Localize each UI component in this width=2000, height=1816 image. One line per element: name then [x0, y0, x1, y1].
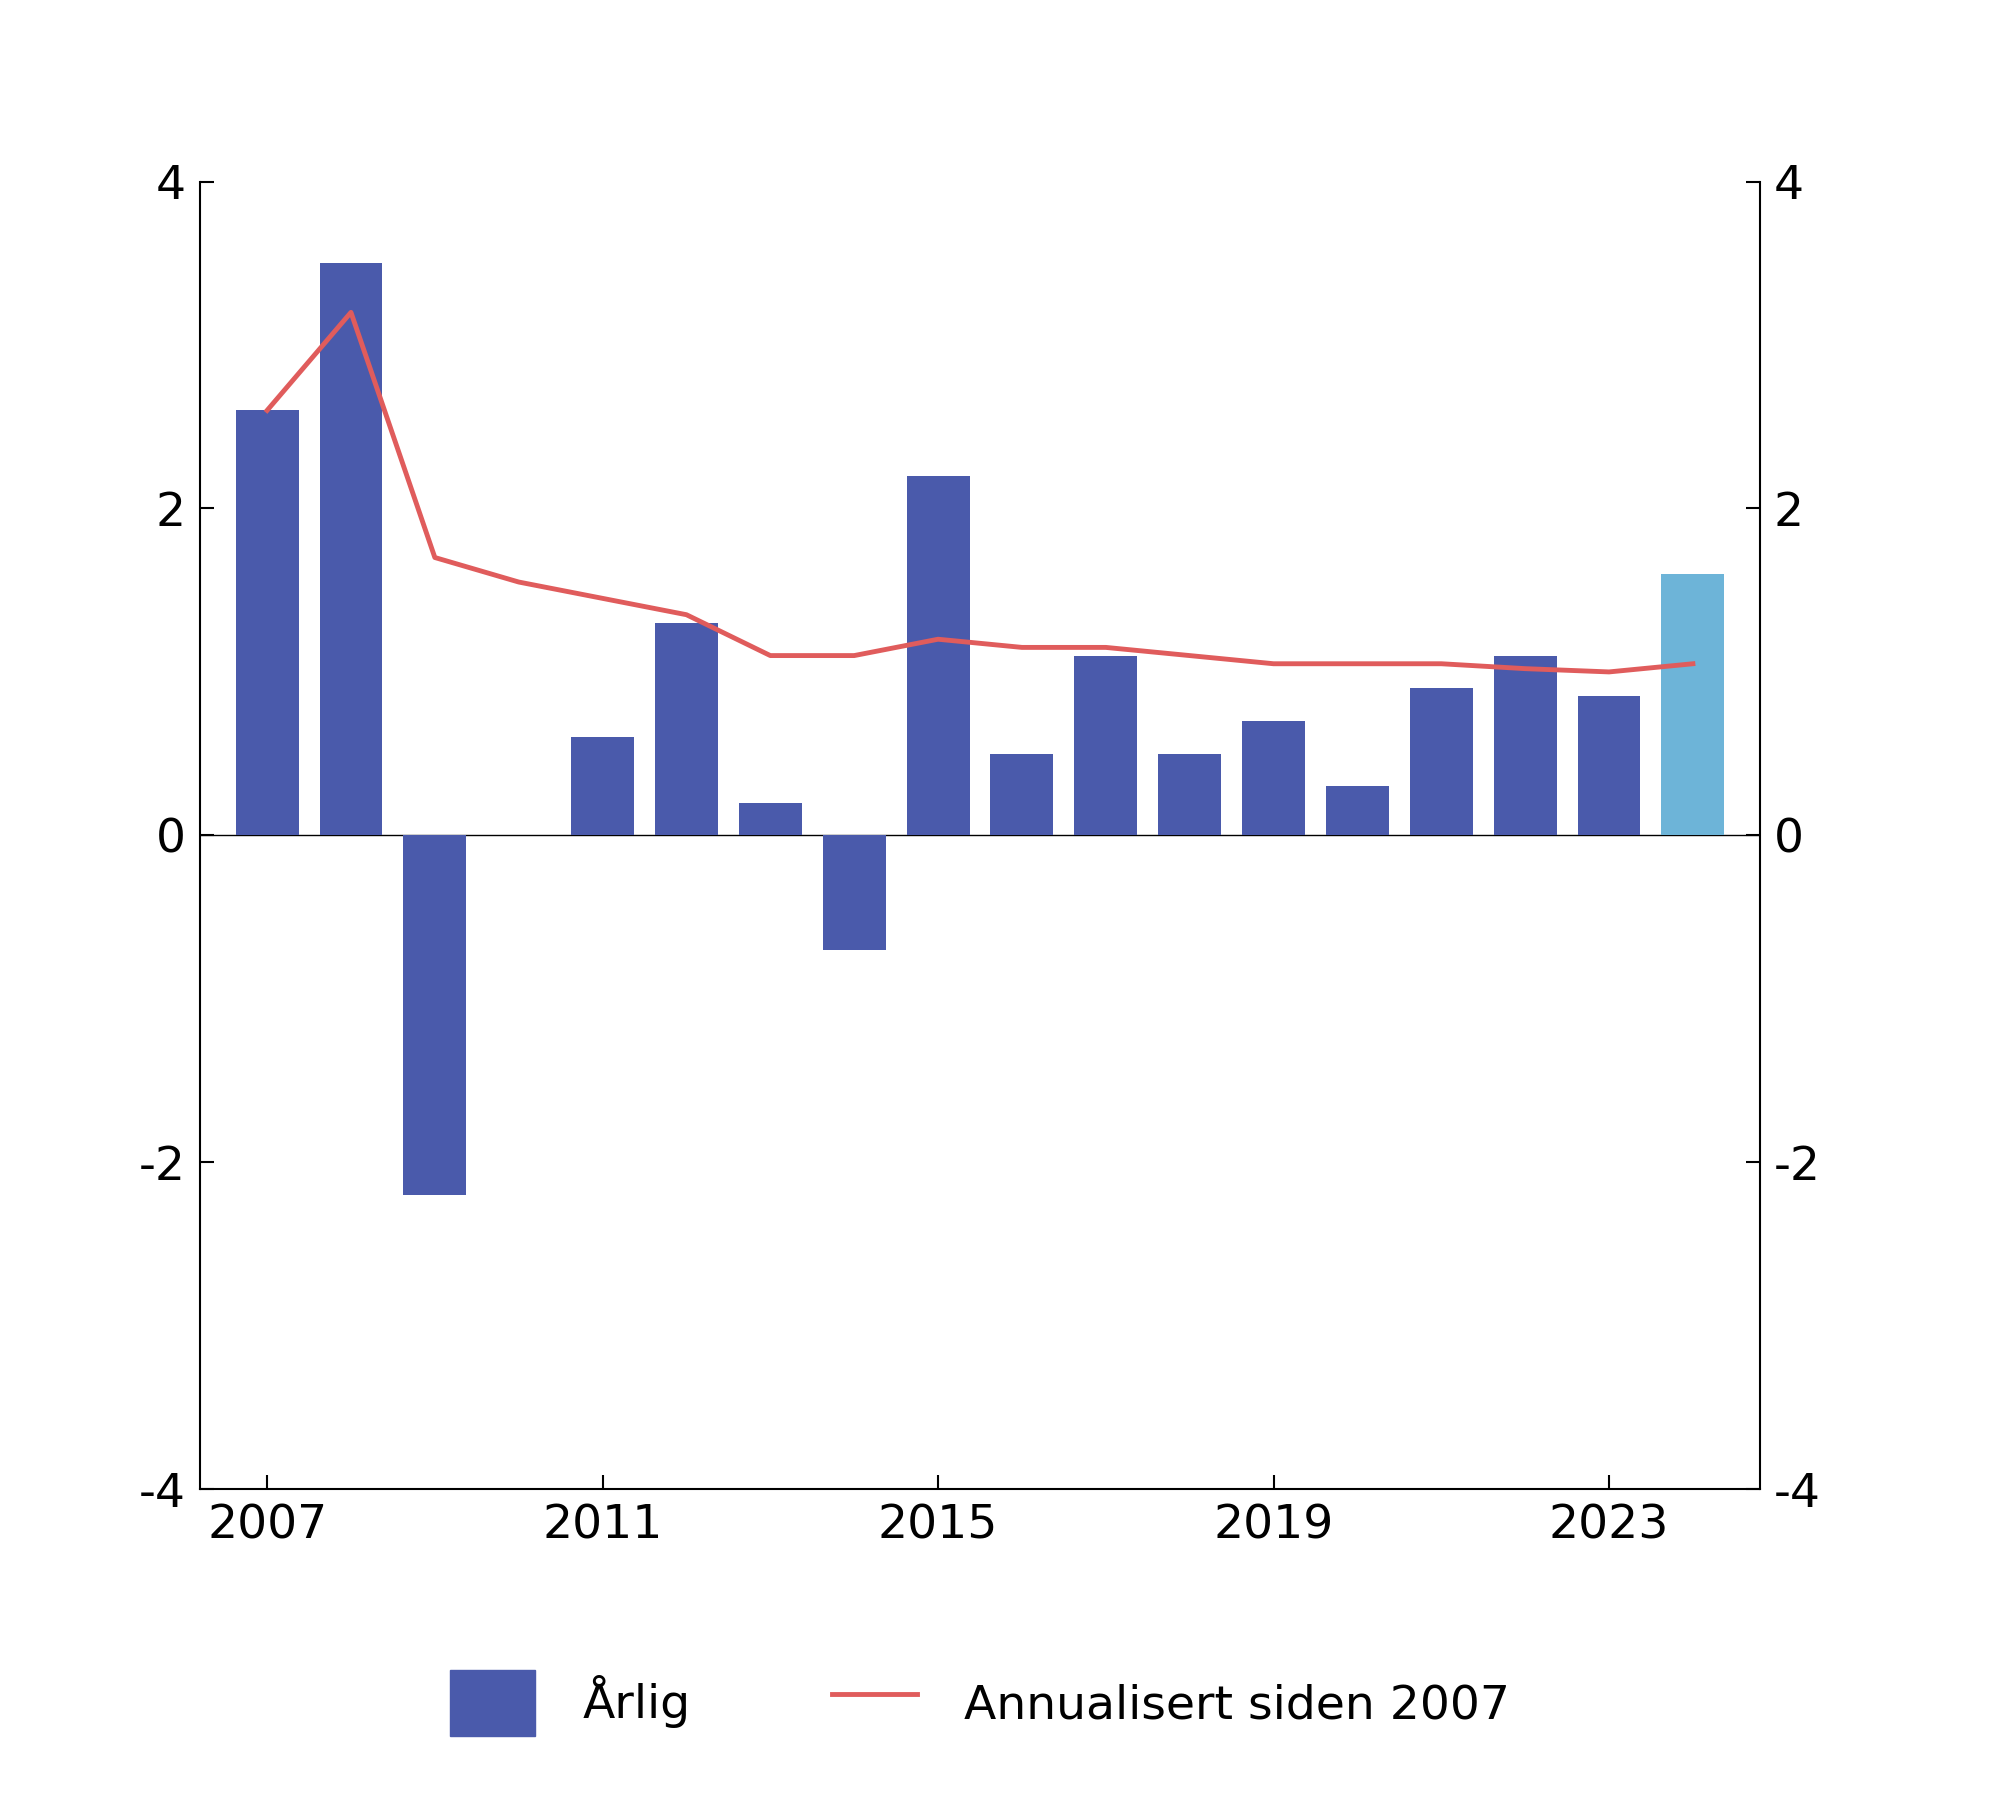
- Bar: [990, 754, 1054, 835]
- Bar: [656, 623, 718, 835]
- Bar: [738, 803, 802, 835]
- Bar: [1326, 786, 1388, 835]
- Bar: [404, 835, 466, 1195]
- Bar: [1410, 688, 1472, 835]
- Bar: [822, 835, 886, 950]
- Bar: [236, 410, 298, 835]
- Bar: [1494, 656, 1556, 835]
- Bar: [572, 737, 634, 835]
- Bar: [1074, 656, 1138, 835]
- Bar: [1662, 574, 1724, 835]
- Bar: [1578, 696, 1640, 835]
- Bar: [320, 263, 382, 835]
- Bar: [1158, 754, 1222, 835]
- Legend: Årlig, Annualisert siden 2007: Årlig, Annualisert siden 2007: [450, 1669, 1510, 1736]
- Bar: [1242, 721, 1304, 835]
- Bar: [906, 476, 970, 835]
